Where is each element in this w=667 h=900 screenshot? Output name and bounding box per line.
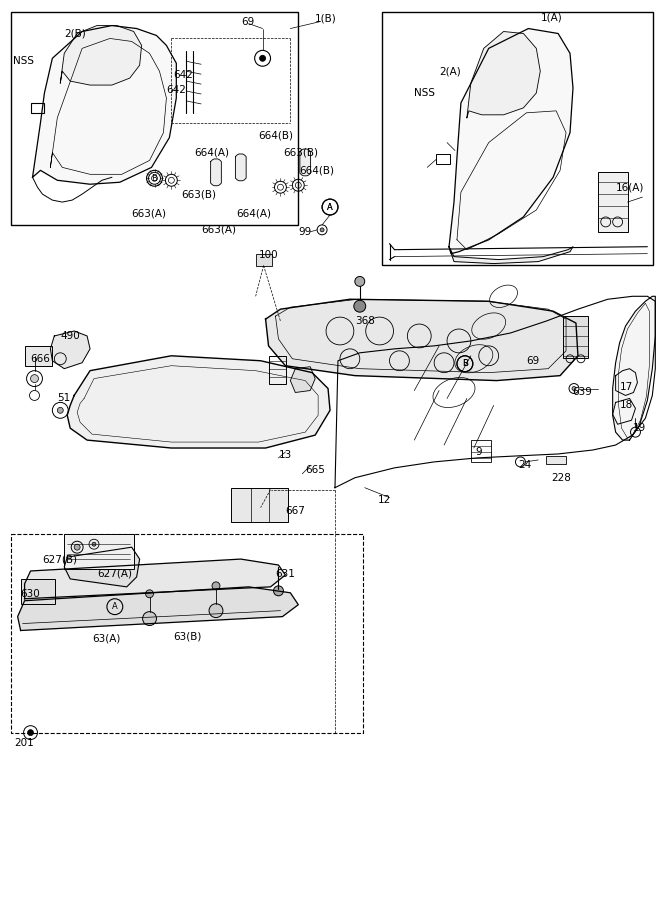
Polygon shape <box>235 154 246 181</box>
Circle shape <box>31 374 39 382</box>
Text: 666: 666 <box>31 354 51 364</box>
Text: 639: 639 <box>572 388 592 398</box>
Bar <box>598 172 628 232</box>
Text: 664(B): 664(B) <box>259 130 293 140</box>
Text: 19: 19 <box>632 423 646 433</box>
Text: 368: 368 <box>355 316 375 326</box>
Polygon shape <box>300 149 311 176</box>
Text: 642: 642 <box>166 85 186 95</box>
Text: 664(A): 664(A) <box>236 209 271 219</box>
Bar <box>269 356 286 383</box>
Text: 99: 99 <box>298 227 311 237</box>
Bar <box>11 535 363 733</box>
Polygon shape <box>60 25 141 86</box>
Text: 51: 51 <box>57 393 71 403</box>
Text: 201: 201 <box>15 737 35 748</box>
Text: 665: 665 <box>305 464 325 475</box>
Text: 100: 100 <box>259 249 278 259</box>
Circle shape <box>143 612 157 625</box>
Text: 69: 69 <box>526 356 540 365</box>
Polygon shape <box>25 559 285 598</box>
Polygon shape <box>64 547 139 587</box>
Text: 18: 18 <box>620 400 633 410</box>
Text: 24: 24 <box>518 460 532 470</box>
Text: 2(A): 2(A) <box>439 67 461 76</box>
Bar <box>25 346 53 365</box>
Bar <box>21 579 55 604</box>
Text: 663(A): 663(A) <box>201 225 236 235</box>
Text: B: B <box>462 359 468 368</box>
Text: 63(B): 63(B) <box>173 632 201 642</box>
Circle shape <box>273 586 283 596</box>
Circle shape <box>355 276 365 286</box>
Circle shape <box>259 55 265 61</box>
Bar <box>436 155 450 165</box>
Circle shape <box>572 386 576 391</box>
Text: 2(B): 2(B) <box>64 29 86 39</box>
Circle shape <box>320 228 324 232</box>
Text: 663(B): 663(B) <box>283 148 318 157</box>
Circle shape <box>145 590 153 598</box>
Text: 1(A): 1(A) <box>541 13 563 22</box>
Circle shape <box>57 408 63 413</box>
Text: 663(A): 663(A) <box>131 209 167 219</box>
Text: 642: 642 <box>173 70 193 80</box>
Text: 69: 69 <box>241 16 254 27</box>
Text: 228: 228 <box>551 472 571 482</box>
Polygon shape <box>449 29 573 254</box>
Text: 630: 630 <box>21 589 41 598</box>
Text: 63(A): 63(A) <box>92 634 121 643</box>
Bar <box>563 316 588 358</box>
Text: A: A <box>112 602 117 611</box>
Text: A: A <box>327 202 333 211</box>
Circle shape <box>354 301 366 312</box>
Bar <box>11 12 298 225</box>
Text: 627(B): 627(B) <box>43 554 77 564</box>
Polygon shape <box>67 356 330 448</box>
Text: 664(A): 664(A) <box>194 148 229 157</box>
Bar <box>231 488 288 522</box>
Bar <box>255 254 271 266</box>
Text: 1(B): 1(B) <box>315 14 337 23</box>
Polygon shape <box>613 296 655 440</box>
Circle shape <box>74 544 80 550</box>
Text: 667: 667 <box>285 507 305 517</box>
Bar <box>64 535 133 569</box>
Polygon shape <box>211 159 221 185</box>
Polygon shape <box>467 32 540 118</box>
Polygon shape <box>290 366 315 392</box>
Text: 12: 12 <box>378 495 391 505</box>
Bar <box>471 440 491 462</box>
Text: B: B <box>151 174 157 183</box>
Circle shape <box>92 542 96 546</box>
Text: NSS: NSS <box>414 88 436 98</box>
Text: A: A <box>327 202 333 211</box>
Text: 9: 9 <box>476 447 482 457</box>
Text: 664(B): 664(B) <box>299 166 334 176</box>
Text: 663(B): 663(B) <box>181 189 216 199</box>
Circle shape <box>209 604 223 617</box>
Polygon shape <box>616 369 638 395</box>
Text: 17: 17 <box>620 382 633 392</box>
Text: 631: 631 <box>275 569 295 579</box>
Bar <box>31 103 45 112</box>
Text: B: B <box>462 359 468 368</box>
Polygon shape <box>265 300 578 381</box>
Bar <box>546 456 566 464</box>
Circle shape <box>212 582 220 590</box>
Circle shape <box>27 730 33 735</box>
Text: 627(A): 627(A) <box>97 569 132 579</box>
Text: 490: 490 <box>60 331 80 341</box>
Polygon shape <box>449 247 573 264</box>
Text: 13: 13 <box>278 450 291 460</box>
Polygon shape <box>613 399 636 424</box>
Polygon shape <box>17 587 298 631</box>
Polygon shape <box>51 331 90 369</box>
Text: 16(A): 16(A) <box>616 182 644 193</box>
Polygon shape <box>33 25 176 184</box>
Bar <box>382 12 653 265</box>
Text: NSS: NSS <box>13 57 34 67</box>
